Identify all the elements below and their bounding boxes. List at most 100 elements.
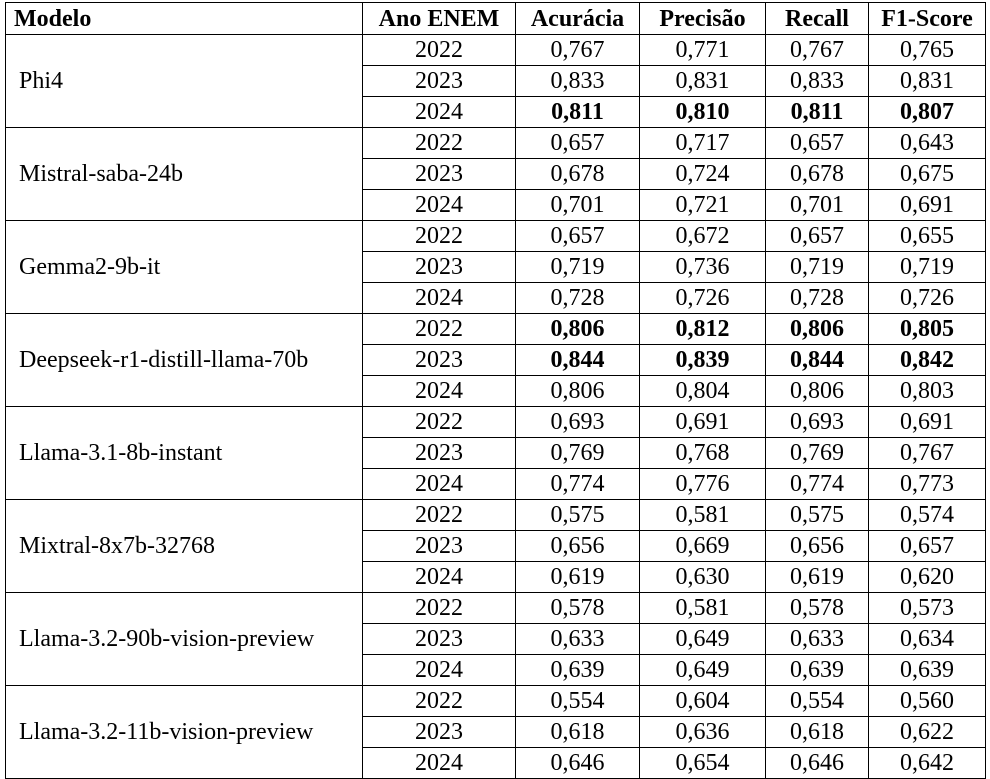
year-cell: 2023 (363, 438, 516, 469)
precision-cell: 0,736 (640, 252, 766, 283)
accuracy-cell: 0,646 (516, 748, 640, 779)
header-recall: Recall (766, 3, 869, 35)
recall-cell: 0,774 (766, 469, 869, 500)
f1-cell: 0,655 (869, 221, 986, 252)
precision-cell: 0,604 (640, 686, 766, 717)
year-cell: 2023 (363, 345, 516, 376)
recall-cell: 0,575 (766, 500, 869, 531)
precision-cell: 0,636 (640, 717, 766, 748)
accuracy-cell: 0,833 (516, 66, 640, 97)
header-accuracy: Acurácia (516, 3, 640, 35)
accuracy-cell: 0,774 (516, 469, 640, 500)
f1-cell: 0,642 (869, 748, 986, 779)
year-cell: 2022 (363, 314, 516, 345)
model-name-cell: Gemma2-9b-it (6, 221, 363, 314)
accuracy-cell: 0,656 (516, 531, 640, 562)
table-row: Mistral-saba-24b 2022 0,657 0,717 0,657 0,643 (6, 128, 986, 159)
f1-cell: 0,634 (869, 624, 986, 655)
f1-cell: 0,657 (869, 531, 986, 562)
precision-cell: 0,724 (640, 159, 766, 190)
f1-cell: 0,719 (869, 252, 986, 283)
f1-cell: 0,675 (869, 159, 986, 190)
f1-cell: 0,643 (869, 128, 986, 159)
precision-cell: 0,839 (640, 345, 766, 376)
table-row: Gemma2-9b-it 2022 0,657 0,672 0,657 0,655 (6, 221, 986, 252)
precision-cell: 0,649 (640, 655, 766, 686)
accuracy-cell: 0,728 (516, 283, 640, 314)
accuracy-cell: 0,618 (516, 717, 640, 748)
recall-cell: 0,554 (766, 686, 869, 717)
model-name-cell: Mistral-saba-24b (6, 128, 363, 221)
year-cell: 2022 (363, 35, 516, 66)
table-row: Phi4 2022 0,767 0,771 0,767 0,765 (6, 35, 986, 66)
recall-cell: 0,701 (766, 190, 869, 221)
table-row: Llama-3.1-8b-instant 2022 0,693 0,691 0,693 0… (6, 407, 986, 438)
accuracy-cell: 0,578 (516, 593, 640, 624)
f1-cell: 0,691 (869, 190, 986, 221)
accuracy-cell: 0,719 (516, 252, 640, 283)
year-cell: 2024 (363, 283, 516, 314)
f1-cell: 0,842 (869, 345, 986, 376)
recall-cell: 0,693 (766, 407, 869, 438)
table-row: Deepseek-r1-distill-llama-70b 2022 0,806 0,… (6, 314, 986, 345)
accuracy-cell: 0,701 (516, 190, 640, 221)
recall-cell: 0,844 (766, 345, 869, 376)
year-cell: 2024 (363, 655, 516, 686)
accuracy-cell: 0,639 (516, 655, 640, 686)
header-year: Ano ENEM (363, 3, 516, 35)
year-cell: 2022 (363, 407, 516, 438)
recall-cell: 0,657 (766, 128, 869, 159)
f1-cell: 0,574 (869, 500, 986, 531)
accuracy-cell: 0,678 (516, 159, 640, 190)
f1-cell: 0,767 (869, 438, 986, 469)
precision-cell: 0,768 (640, 438, 766, 469)
recall-cell: 0,578 (766, 593, 869, 624)
model-name-cell: Phi4 (6, 35, 363, 128)
table-row: Llama-3.2-90b-vision-preview 2022 0,578 0,5… (6, 593, 986, 624)
f1-cell: 0,807 (869, 97, 986, 128)
year-cell: 2023 (363, 717, 516, 748)
year-cell: 2023 (363, 66, 516, 97)
year-cell: 2022 (363, 593, 516, 624)
year-cell: 2024 (363, 748, 516, 779)
table-row: Mixtral-8x7b-32768 2022 0,575 0,581 0,575 0,5… (6, 500, 986, 531)
recall-cell: 0,619 (766, 562, 869, 593)
year-cell: 2023 (363, 252, 516, 283)
precision-cell: 0,726 (640, 283, 766, 314)
recall-cell: 0,811 (766, 97, 869, 128)
f1-cell: 0,803 (869, 376, 986, 407)
recall-cell: 0,833 (766, 66, 869, 97)
precision-cell: 0,581 (640, 593, 766, 624)
results-body: Phi4 2022 0,767 0,771 0,767 0,765 2023 0,833 0,8… (6, 35, 986, 779)
f1-cell: 0,765 (869, 35, 986, 66)
recall-cell: 0,767 (766, 35, 869, 66)
accuracy-cell: 0,693 (516, 407, 640, 438)
f1-cell: 0,573 (869, 593, 986, 624)
precision-cell: 0,654 (640, 748, 766, 779)
precision-cell: 0,776 (640, 469, 766, 500)
f1-cell: 0,831 (869, 66, 986, 97)
recall-cell: 0,728 (766, 283, 869, 314)
recall-cell: 0,639 (766, 655, 869, 686)
year-cell: 2024 (363, 562, 516, 593)
accuracy-cell: 0,767 (516, 35, 640, 66)
precision-cell: 0,691 (640, 407, 766, 438)
precision-cell: 0,669 (640, 531, 766, 562)
accuracy-cell: 0,806 (516, 376, 640, 407)
precision-cell: 0,649 (640, 624, 766, 655)
recall-cell: 0,646 (766, 748, 869, 779)
year-cell: 2022 (363, 128, 516, 159)
f1-cell: 0,560 (869, 686, 986, 717)
model-name-cell: Llama-3.2-90b-vision-preview (6, 593, 363, 686)
model-name-cell: Deepseek-r1-distill-llama-70b (6, 314, 363, 407)
accuracy-cell: 0,769 (516, 438, 640, 469)
model-name-cell: Mixtral-8x7b-32768 (6, 500, 363, 593)
accuracy-cell: 0,619 (516, 562, 640, 593)
year-cell: 2022 (363, 500, 516, 531)
f1-cell: 0,622 (869, 717, 986, 748)
recall-cell: 0,678 (766, 159, 869, 190)
year-cell: 2023 (363, 531, 516, 562)
year-cell: 2023 (363, 624, 516, 655)
f1-cell: 0,620 (869, 562, 986, 593)
precision-cell: 0,812 (640, 314, 766, 345)
